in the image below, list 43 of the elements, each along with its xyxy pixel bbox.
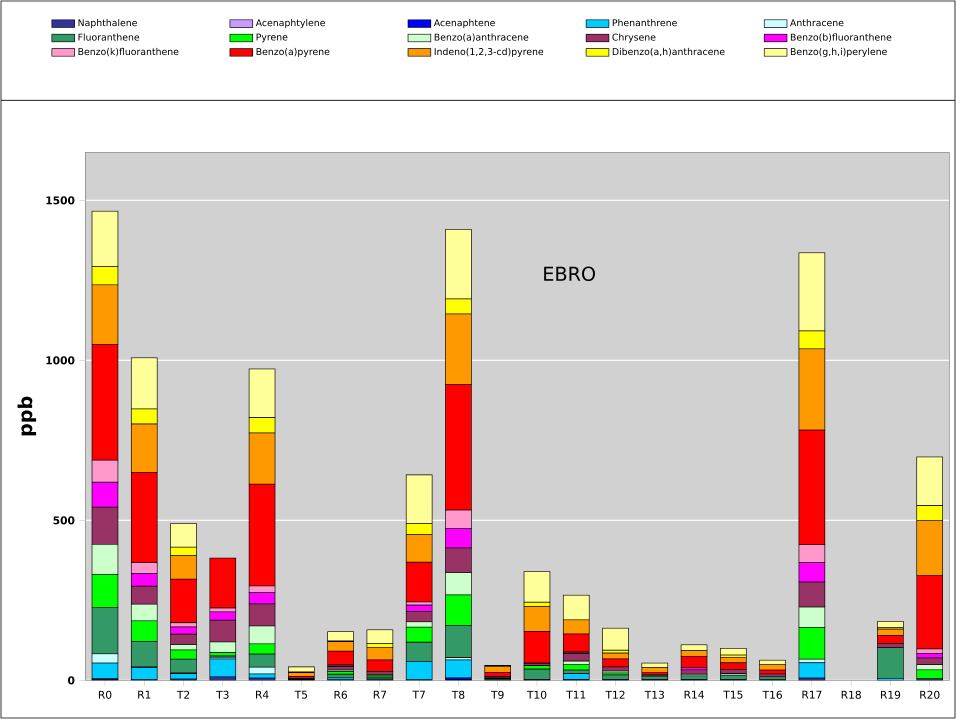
x-tick-label: T11 <box>566 690 586 699</box>
x-tick-label: T3 <box>216 690 229 699</box>
legend-label: Benzo(k)fluoranthene <box>78 48 178 56</box>
y-tick-label: 1500 <box>46 196 74 204</box>
x-tick-label: T13 <box>644 690 664 699</box>
legend-label: Fluoranthene <box>78 33 140 41</box>
legend-label: Benzo(g,h,i)perylene <box>790 48 887 57</box>
x-tick-label: R17 <box>802 690 822 699</box>
x-tick-label: T16 <box>762 690 782 699</box>
legend-label: Phenanthrene <box>612 19 677 26</box>
legend-label: Acenaphtylene <box>256 19 325 28</box>
y-axis-title: ppb <box>18 396 36 436</box>
x-tick-label: R20 <box>920 690 940 699</box>
legend-label: Dibenzo(a,h)anthracene <box>612 48 725 56</box>
annotation: EBRO <box>544 266 595 282</box>
legend-label: Anthracene <box>790 19 844 26</box>
x-tick-label: T7 <box>412 690 425 699</box>
legend-label: Acenaphtene <box>434 19 495 28</box>
y-tick-label: 1000 <box>46 356 74 364</box>
x-tick-label: R14 <box>684 690 704 699</box>
x-tick-label: T2 <box>176 690 190 699</box>
x-tick-label: R4 <box>256 690 269 699</box>
x-tick-label: R7 <box>374 690 386 699</box>
legend-label: Pyrene <box>256 34 288 42</box>
y-tick-label: 0 <box>68 676 74 684</box>
legend-label: Chrysene <box>612 33 656 42</box>
x-tick-label: R19 <box>880 690 900 699</box>
x-tick-label: T5 <box>294 690 308 699</box>
legend-label: Benzo(a)pyrene <box>256 48 330 57</box>
legend-label: Benzo(b)fluoranthene <box>790 33 892 42</box>
x-tick-label: R1 <box>138 690 150 699</box>
y-tick-label: 500 <box>53 516 74 524</box>
legend-label: Benzo(a)anthracene <box>434 33 528 42</box>
legend-label: Naphthalene <box>78 19 137 28</box>
x-tick-label: T8 <box>452 690 464 699</box>
x-tick-label: T9 <box>491 690 504 699</box>
x-tick-label: T12 <box>605 690 624 699</box>
legend-label: Indeno(1,2,3-cd)pyrene <box>434 48 544 57</box>
x-tick-label: R6 <box>334 690 348 699</box>
x-tick-label: T10 <box>526 690 546 699</box>
x-tick-label: R18 <box>842 690 861 699</box>
x-tick-label: R0 <box>98 690 112 699</box>
x-tick-label: T15 <box>723 690 742 699</box>
